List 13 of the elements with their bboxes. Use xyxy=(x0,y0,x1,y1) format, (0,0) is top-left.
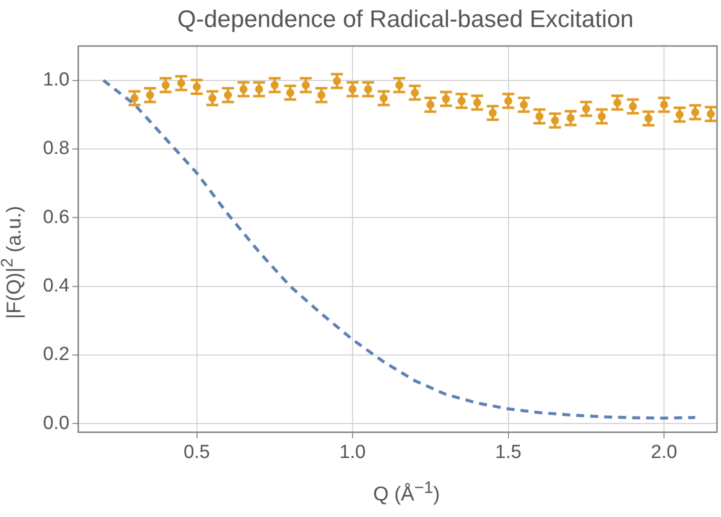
y-tick-label: 0.4 xyxy=(42,276,70,297)
x-axis-title: Q (Å$^{−1}$) xyxy=(372,478,441,507)
chart-title: Q-dependence of Radical-based Excitation xyxy=(176,6,635,34)
y-tick-label: 0.8 xyxy=(42,138,70,160)
x-tick-label: 1.0 xyxy=(339,442,366,463)
y-tick-label: 0.0 xyxy=(42,412,70,434)
x-tick-label: 0.5 xyxy=(184,442,210,463)
y-tick-label: 1.0 xyxy=(42,70,70,91)
line-series xyxy=(102,78,697,420)
x-tick-label: 1.5 xyxy=(495,442,522,463)
x-tick-label: 2.0 xyxy=(650,442,678,463)
y-tick-label: 0.6 xyxy=(42,206,70,228)
y-tick-label: 0.2 xyxy=(42,344,70,366)
